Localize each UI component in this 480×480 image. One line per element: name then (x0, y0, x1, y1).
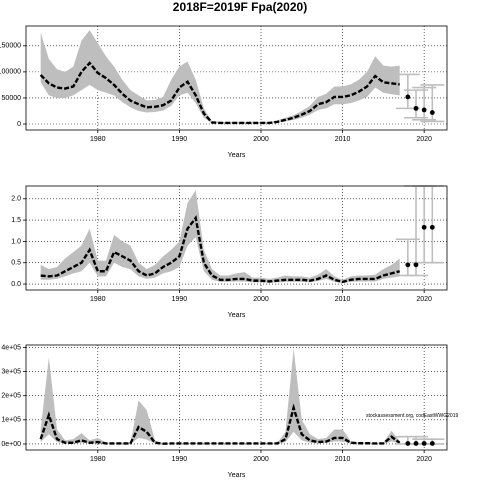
y-tick-label: 0e+00 (1, 441, 21, 448)
x-tick-label: 2010 (335, 296, 351, 303)
y-tick-label: 100000 (0, 69, 21, 76)
annotation: stockassessment.org, codEastWWG2019 (366, 413, 458, 419)
y-tick-label: 50000 (2, 95, 22, 102)
y-tick-label: 150000 (0, 43, 21, 50)
confidence-band (40, 190, 400, 284)
x-axis-label: Years (228, 152, 246, 159)
estimate-line (39, 403, 401, 445)
forecast-point (421, 224, 427, 230)
x-axis-label: Years (228, 312, 246, 319)
x-tick-label: 1990 (172, 136, 188, 143)
forecast-point (429, 224, 435, 230)
forecast-point (405, 441, 411, 446)
forecast-point (413, 441, 419, 446)
y-tick-label: 1.0 (11, 238, 21, 245)
forecast-point (413, 105, 419, 111)
plot-frame (25, 185, 448, 291)
y-tick-label: 0.0 (11, 281, 21, 288)
x-tick-label: 1980 (90, 136, 106, 143)
forecast-point (429, 110, 435, 115)
x-axis-label: Years (228, 472, 246, 479)
chart-title: 2018F=2019F Fpa(2020) (173, 0, 307, 14)
x-tick-label: 1990 (172, 296, 188, 303)
forecast-point (429, 441, 435, 446)
y-tick-label: 3e+05 (1, 368, 21, 375)
x-tick-label: 2000 (253, 456, 269, 463)
x-tick-label: 2020 (416, 296, 432, 303)
forecast-point (421, 107, 427, 113)
x-tick-label: 2020 (416, 136, 432, 143)
y-tick-label: 2e+05 (1, 393, 21, 400)
x-tick-label: 1990 (172, 456, 188, 463)
x-tick-label: 1980 (90, 456, 106, 463)
y-tick-label: 0.5 (11, 260, 21, 267)
estimate-line (40, 215, 400, 284)
plot-frame (25, 344, 448, 451)
x-tick-label: 2020 (416, 456, 432, 463)
estimate-line (39, 61, 400, 125)
y-tick-label: 2.0 (11, 196, 21, 203)
x-tick-label: 2000 (253, 296, 269, 303)
forecast-point (405, 94, 411, 100)
forecast-point (405, 262, 411, 268)
x-tick-label: 1980 (90, 296, 106, 303)
x-tick-label: 2000 (253, 136, 269, 143)
y-tick-label: 0 (17, 121, 21, 128)
y-tick-label: 1e+05 (1, 417, 21, 424)
confidence-band (40, 348, 400, 444)
y-tick-label: 4e+05 (1, 344, 21, 351)
y-tick-label: 1.5 (11, 217, 21, 224)
forecast-point (421, 441, 427, 446)
x-tick-label: 2010 (335, 136, 351, 143)
plot-frame (25, 25, 448, 131)
confidence-band (40, 30, 400, 124)
x-tick-label: 2010 (335, 456, 351, 463)
forecast-point (413, 262, 419, 268)
